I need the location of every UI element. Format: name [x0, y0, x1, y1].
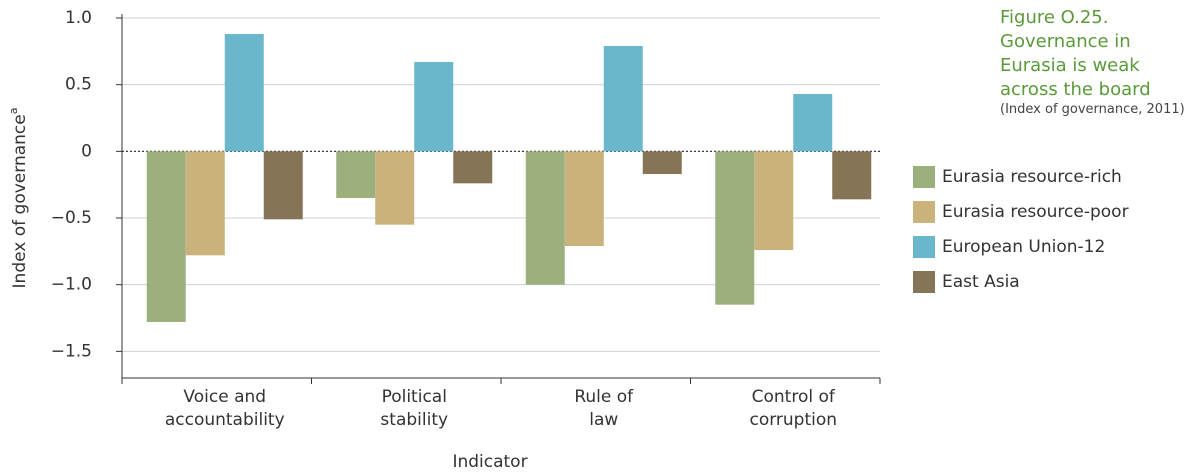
x-axis-label: Indicator	[452, 452, 527, 472]
bar	[525, 151, 565, 285]
y-axis-label: Index of governancea	[7, 108, 30, 289]
y-tick-label: −1.0	[51, 275, 92, 295]
bar	[185, 151, 225, 256]
x-tick-label: Control of corruption	[749, 387, 838, 430]
bar	[224, 34, 264, 152]
bar	[754, 151, 794, 250]
legend-label: Eurasia resource-rich	[942, 167, 1122, 187]
bar	[453, 151, 493, 184]
y-axis-label-text: Index of governance	[10, 114, 30, 288]
y-tick-label: 0.5	[65, 75, 92, 95]
bar	[263, 151, 303, 220]
legend-label: Eurasia resource-poor	[942, 202, 1129, 222]
legend-label: East Asia	[942, 272, 1020, 292]
y-axis-label-note: a	[7, 108, 20, 115]
bar	[715, 151, 755, 305]
chart-subtitle: (Index of governance, 2011)	[1000, 102, 1185, 117]
bar	[336, 151, 376, 198]
x-tick-label: Political stability	[380, 387, 449, 430]
y-tick-label: 1.0	[65, 8, 92, 28]
legend-label: European Union-12	[942, 237, 1105, 257]
y-tick-label: −0.5	[51, 208, 92, 228]
bar	[375, 151, 415, 225]
bar	[414, 62, 454, 152]
chart-title: Figure O.25. Governance in Eurasia is we…	[1000, 7, 1151, 100]
y-tick-label: −1.5	[51, 341, 92, 361]
bar	[603, 46, 643, 152]
legend-swatch	[913, 271, 935, 293]
legend-swatch	[913, 201, 935, 223]
x-tick-label: Voice and accountability	[164, 387, 285, 430]
x-tick-label: Rule of law	[574, 387, 634, 430]
legend-swatch	[913, 236, 935, 258]
bar	[832, 151, 872, 200]
bar	[793, 94, 833, 152]
bar	[564, 151, 604, 246]
legend-swatch	[913, 166, 935, 188]
bar	[642, 151, 682, 174]
bar	[146, 151, 186, 322]
y-tick-label: 0	[81, 141, 92, 161]
